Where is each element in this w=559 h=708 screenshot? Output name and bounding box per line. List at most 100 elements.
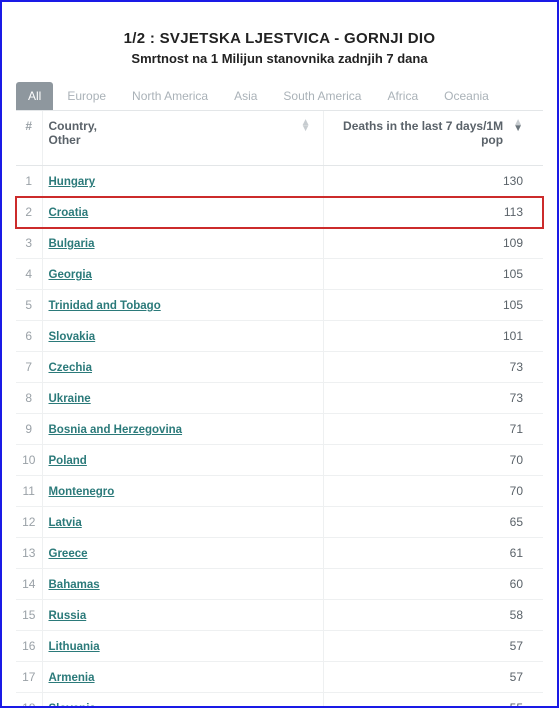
rank-cell: 1	[16, 166, 42, 197]
country-cell: Slovakia	[42, 321, 323, 352]
deaths-table: # Country,Other ▲▼ Deaths in the last 7 …	[16, 111, 543, 708]
value-cell: 70	[323, 476, 543, 507]
tab-all[interactable]: All	[16, 82, 53, 110]
table-row: 13 Greece 61	[16, 538, 543, 569]
tab-oceania[interactable]: Oceania	[432, 82, 501, 110]
rank-cell: 12	[16, 507, 42, 538]
tab-north-america[interactable]: North America	[120, 82, 220, 110]
rank-cell: 16	[16, 631, 42, 662]
page-title: 1/2 : SVJETSKA LJESTVICA - GORNJI DIO	[16, 30, 543, 47]
table-row: 12 Latvia 65	[16, 507, 543, 538]
country-link[interactable]: Trinidad and Tobago	[49, 300, 161, 312]
value-cell: 61	[323, 538, 543, 569]
country-cell: Bahamas	[42, 569, 323, 600]
rank-cell: 13	[16, 538, 42, 569]
tab-asia[interactable]: Asia	[222, 82, 269, 110]
country-link[interactable]: Hungary	[49, 176, 96, 188]
country-cell: Bosnia and Herzegovina	[42, 414, 323, 445]
tab-south-america[interactable]: South America	[271, 82, 373, 110]
table-row: 11 Montenegro 70	[16, 476, 543, 507]
country-link[interactable]: Bosnia and Herzegovina	[49, 424, 183, 436]
table-row: 17 Armenia 57	[16, 662, 543, 693]
country-link[interactable]: Croatia	[49, 207, 89, 219]
value-cell: 105	[323, 259, 543, 290]
table-row: 4 Georgia 105	[16, 259, 543, 290]
country-cell: Latvia	[42, 507, 323, 538]
table-row: 16 Lithuania 57	[16, 631, 543, 662]
rank-cell: 9	[16, 414, 42, 445]
country-cell: Croatia	[42, 197, 323, 228]
country-link[interactable]: Slovakia	[49, 331, 96, 343]
country-link[interactable]: Armenia	[49, 672, 95, 684]
rank-cell: 11	[16, 476, 42, 507]
country-link[interactable]: Georgia	[49, 269, 92, 281]
value-cell: 70	[323, 445, 543, 476]
rank-cell: 18	[16, 693, 42, 708]
country-cell: Ukraine	[42, 383, 323, 414]
value-cell: 73	[323, 383, 543, 414]
page-frame: 1/2 : SVJETSKA LJESTVICA - GORNJI DIO Sm…	[0, 0, 559, 708]
country-cell: Russia	[42, 600, 323, 631]
country-cell: Armenia	[42, 662, 323, 693]
country-link[interactable]: Slovenia	[49, 703, 96, 708]
country-cell: Lithuania	[42, 631, 323, 662]
country-cell: Bulgaria	[42, 228, 323, 259]
value-cell: 101	[323, 321, 543, 352]
country-link[interactable]: Bulgaria	[49, 238, 95, 250]
value-cell: 73	[323, 352, 543, 383]
table-row: 15 Russia 58	[16, 600, 543, 631]
col-header-value-label: Deaths in the last 7 days/1M pop	[330, 119, 504, 147]
country-link[interactable]: Czechia	[49, 362, 92, 374]
rank-cell: 5	[16, 290, 42, 321]
value-cell: 57	[323, 631, 543, 662]
table-row: 1Hungary130	[16, 166, 543, 197]
rank-cell: 8	[16, 383, 42, 414]
table-row: 9Bosnia and Herzegovina71	[16, 414, 543, 445]
country-link[interactable]: Lithuania	[49, 641, 100, 653]
tab-africa[interactable]: Africa	[375, 82, 430, 110]
rank-cell: 6	[16, 321, 42, 352]
col-header-value[interactable]: Deaths in the last 7 days/1M pop ▲▼	[323, 111, 543, 166]
country-cell: Hungary	[42, 166, 323, 197]
table-row: 14 Bahamas 60	[16, 569, 543, 600]
country-link[interactable]: Latvia	[49, 517, 82, 529]
value-cell: 109	[323, 228, 543, 259]
value-cell: 65	[323, 507, 543, 538]
rank-cell: 7	[16, 352, 42, 383]
value-cell: 60	[323, 569, 543, 600]
table-row: 3 Bulgaria 109	[16, 228, 543, 259]
sort-desc-icon: ▲▼	[513, 119, 523, 131]
rank-cell: 2	[16, 197, 42, 228]
table-row: 7 Czechia 73	[16, 352, 543, 383]
country-link[interactable]: Poland	[49, 455, 87, 467]
table-row: 10 Poland 70	[16, 445, 543, 476]
table-row: 6 Slovakia 101	[16, 321, 543, 352]
table-row: 2Croatia113	[16, 197, 543, 228]
country-link[interactable]: Bahamas	[49, 579, 100, 591]
country-cell: Georgia	[42, 259, 323, 290]
value-cell: 57	[323, 662, 543, 693]
country-link[interactable]: Montenegro	[49, 486, 115, 498]
rank-cell: 14	[16, 569, 42, 600]
table-row: 18 Slovenia 55	[16, 693, 543, 708]
region-tabs: AllEuropeNorth AmericaAsiaSouth AmericaA…	[16, 82, 543, 111]
country-link[interactable]: Russia	[49, 610, 87, 622]
rank-cell: 3	[16, 228, 42, 259]
country-link[interactable]: Ukraine	[49, 393, 91, 405]
country-cell: Poland	[42, 445, 323, 476]
tab-europe[interactable]: Europe	[55, 82, 118, 110]
col-header-country[interactable]: Country,Other ▲▼	[42, 111, 323, 166]
rank-cell: 15	[16, 600, 42, 631]
page-subtitle: Smrtnost na 1 Milijun stanovnika zadnjih…	[16, 51, 543, 66]
country-cell: Greece	[42, 538, 323, 569]
rank-cell: 10	[16, 445, 42, 476]
col-header-rank[interactable]: #	[16, 111, 42, 166]
value-cell: 58	[323, 600, 543, 631]
country-link[interactable]: Greece	[49, 548, 88, 560]
rank-cell: 4	[16, 259, 42, 290]
value-cell: 55	[323, 693, 543, 708]
value-cell: 105	[323, 290, 543, 321]
table-row: 8 Ukraine 73	[16, 383, 543, 414]
rank-cell: 17	[16, 662, 42, 693]
country-cell: Slovenia	[42, 693, 323, 708]
